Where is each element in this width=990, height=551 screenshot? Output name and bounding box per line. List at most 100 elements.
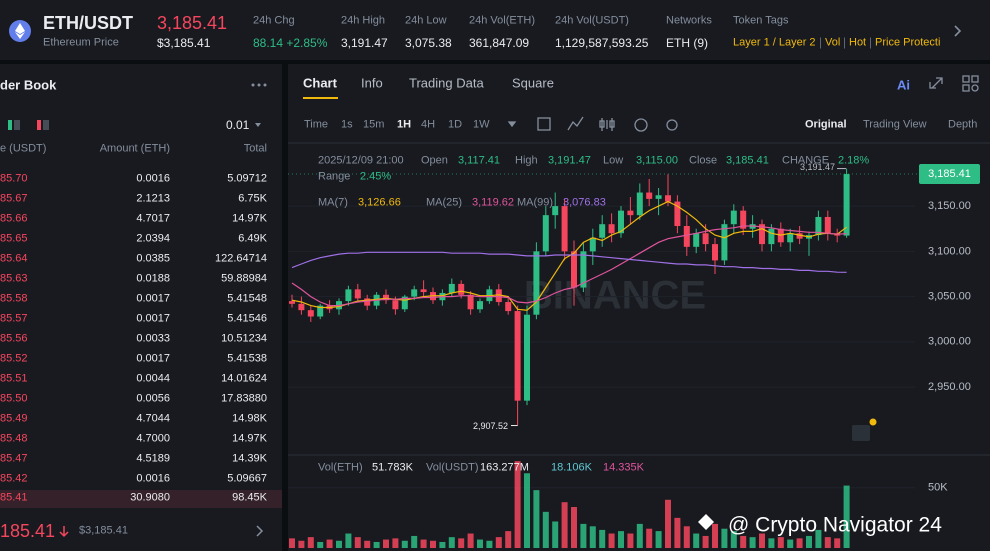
ask-price: 85.58 [0,292,28,305]
ask-total: 5.09667 [227,472,267,485]
token-tag[interactable]: Hot [844,37,866,49]
more-icon[interactable] [256,525,264,537]
candle-body [636,192,643,216]
candle-body [815,216,822,236]
chart-tab[interactable]: Square [512,75,554,91]
ask-amount: 0.0017 [136,292,170,305]
view-option[interactable]: Trading View [863,118,927,131]
ask-price: 85.47 [0,452,28,465]
ask-total: 14.98K [232,412,267,425]
ask-price: 85.41 [0,491,28,504]
legend-label: MA(7) [318,196,348,209]
stat-value: 88.14 +2.85% [253,36,328,50]
info-label: Range [318,170,351,183]
interval[interactable]: 1H [397,118,412,131]
ma-line [291,200,847,311]
candle-body [392,300,399,310]
stat-value: 3,191.47 [341,36,388,50]
legend-value: 3,119.62 [472,196,515,209]
token-tag[interactable]: Vol [820,37,840,49]
interval[interactable]: 1W [473,118,490,131]
order-book-panel [0,64,282,551]
volume-bar [580,523,587,548]
candle-body [730,210,737,225]
volume-bar [674,517,681,548]
volume-bar [364,540,371,548]
ai-button[interactable]: Ai [897,77,910,93]
layout-icons[interactable] [8,120,49,130]
candle-body [768,228,775,245]
chart-tab[interactable]: Chart [303,75,337,91]
stat-value: ETH (9) [666,36,708,50]
candle-body [514,311,521,401]
precision[interactable]: 0.01 [226,118,250,132]
indicator-icon[interactable] [852,418,877,442]
token-tag[interactable]: Layer 1 / Layer 2 [733,36,816,49]
legend-value: 3,076.83 [563,196,606,209]
volume-bar [571,507,577,548]
asset-name[interactable]: Ethereum Price [43,36,119,49]
ask-price: 85.48 [0,432,28,445]
toolbar-icons[interactable] [507,75,979,132]
stat-label: 24h Vol(USDT) [555,14,629,27]
volume-bar [561,502,568,548]
volume-bar [552,521,559,548]
ma-line [291,251,847,273]
stat-label: 24h Chg [253,14,295,27]
view-option[interactable]: Original [805,118,847,131]
volume-legend-value: 51.783K [372,461,413,474]
interval[interactable]: 1s [341,118,353,131]
token-tag[interactable]: Price Protecti [870,37,940,49]
volume-legend-value: 163.277M [480,461,529,474]
info-label: Close [689,154,718,167]
stat-label: 24h Vol(ETH) [469,14,536,27]
interval[interactable]: 15m [363,118,385,131]
volume-bar [834,538,841,548]
volume-bar [533,490,540,548]
interval[interactable]: 4H [421,118,436,131]
precision-caret[interactable] [255,123,261,127]
chart-tab[interactable]: Info [361,75,383,91]
candle-body [524,314,530,401]
ask-total: 10.51234 [221,332,267,345]
volume-bar [430,540,436,548]
candle-body [740,210,747,229]
candle-body [354,289,361,299]
volume-bar [411,535,418,548]
ask-price: 85.56 [0,332,28,345]
ask-amount: 4.7044 [136,412,170,425]
candle-body [693,233,700,247]
chart-area: BINANCE 2,950.00 3,000.00 3,050.00 3,100.00 3… [288,75,990,548]
volume-bar [646,528,653,548]
ask-price: 85.52 [0,352,28,365]
volume-bar [486,540,493,548]
volume-legend-label: Vol(USDT) [426,461,479,474]
interval[interactable]: 1D [448,118,463,131]
candle-body [702,233,709,245]
info-value: 3,191.47 [548,154,591,167]
candle-body [683,226,690,247]
volume-bar [317,541,324,548]
candle-body [289,301,295,304]
candle-body [364,298,371,306]
ask-price: 85.51 [0,372,28,385]
ask-amount: 0.0385 [136,252,170,265]
ask-price: 85.57 [0,312,28,325]
ask-price: 85.49 [0,412,28,425]
stat-value: 361,847.09 [469,36,530,50]
ask-total: 14.97K [232,212,267,225]
volume-bar [373,541,380,548]
chart-tab[interactable]: Trading Data [409,75,484,91]
volume-bar [683,526,690,548]
view-option[interactable]: Depth [948,118,978,131]
dots-icon[interactable] [251,83,267,87]
info-value: 2.45% [360,170,392,183]
candle-body [477,301,483,310]
ma-line [291,225,847,307]
volume-bar [702,535,709,548]
volume-bar [448,537,455,548]
candle-body [646,192,653,199]
scroll-right-icon[interactable] [954,25,962,37]
order-row-highlight [0,490,282,508]
